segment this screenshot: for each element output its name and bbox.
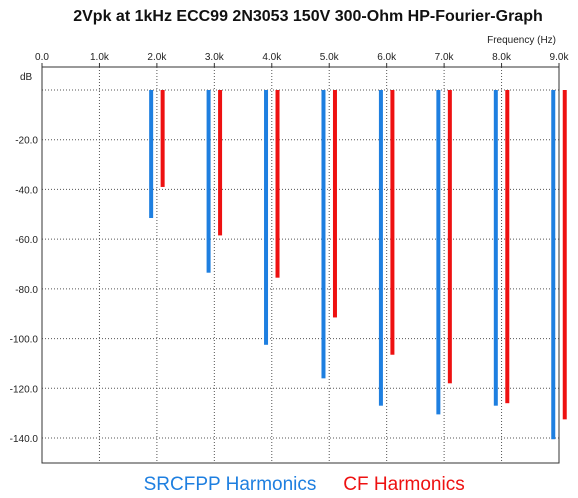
y-tick-label: -120.0 xyxy=(10,384,39,395)
srcfpp-harmonic-bar xyxy=(321,90,326,379)
srcfpp-harmonic-bar xyxy=(149,90,154,219)
y-tick-labels: -20.0 -40.0 -60.0 -80.0 -100.0 -120.0 -140.0 xyxy=(10,136,39,445)
cf-harmonic-bar xyxy=(447,90,452,384)
cf-harmonic-bar xyxy=(332,90,337,318)
x-tick-label: 0.0 xyxy=(35,52,49,63)
cf-legend-label: CF Harmonics xyxy=(343,474,464,495)
x-tick-label: 5.0k xyxy=(320,52,340,63)
y-tick-label: -100.0 xyxy=(10,335,39,346)
x-tick-label: 4.0k xyxy=(262,52,282,63)
srcfpp-harmonic-bar xyxy=(493,90,498,406)
y-tick-label: -60.0 xyxy=(15,235,38,246)
plot-frame xyxy=(41,66,560,464)
cf-harmonic-bar xyxy=(160,90,165,187)
srcfpp-harmonic-bar xyxy=(264,90,269,345)
grid-lines xyxy=(41,63,560,463)
chart-title: 2Vpk at 1kHz ECC99 2N3053 150V 300-Ohm H… xyxy=(73,8,543,25)
x-tick-label: 6.0k xyxy=(377,52,397,63)
cf-harmonic-bar xyxy=(505,90,510,404)
x-axis-label: Frequency (Hz) xyxy=(487,35,556,46)
srcfpp-legend-label: SRCFPP Harmonics xyxy=(144,474,317,495)
cf-harmonic-bar xyxy=(218,90,223,236)
cf-harmonic-bar xyxy=(275,90,280,278)
srcfpp-harmonic-bar xyxy=(551,90,556,440)
cf-harmonic-bar xyxy=(562,90,567,420)
x-tick-label: 1.0k xyxy=(90,52,110,63)
srcfpp-harmonic-bar xyxy=(206,90,211,273)
srcfpp-harmonic-bar xyxy=(436,90,441,415)
y-tick-label: -20.0 xyxy=(15,136,38,147)
y-tick-label: -140.0 xyxy=(10,434,39,445)
cf-harmonic-bar xyxy=(390,90,395,355)
x-tick-label: 7.0k xyxy=(435,52,455,63)
legend: SRCFPP Harmonics CF Harmonics xyxy=(144,474,465,495)
srcfpp-harmonic-bar xyxy=(378,90,383,406)
y-axis-label: dB xyxy=(20,72,33,83)
harmonic-bars xyxy=(149,90,567,440)
y-tick-label: -40.0 xyxy=(15,185,38,196)
x-tick-labels: 0.0 1.0k 2.0k 3.0k 4.0k 5.0k 6.0k 7.0k 8.0k 9.0k xyxy=(35,52,569,63)
x-tick-label: 9.0k xyxy=(550,52,570,63)
x-tick-label: 3.0k xyxy=(205,52,225,63)
x-tick-label: 8.0k xyxy=(492,52,512,63)
y-tick-label: -80.0 xyxy=(15,285,38,296)
x-tick-label: 2.0k xyxy=(147,52,167,63)
